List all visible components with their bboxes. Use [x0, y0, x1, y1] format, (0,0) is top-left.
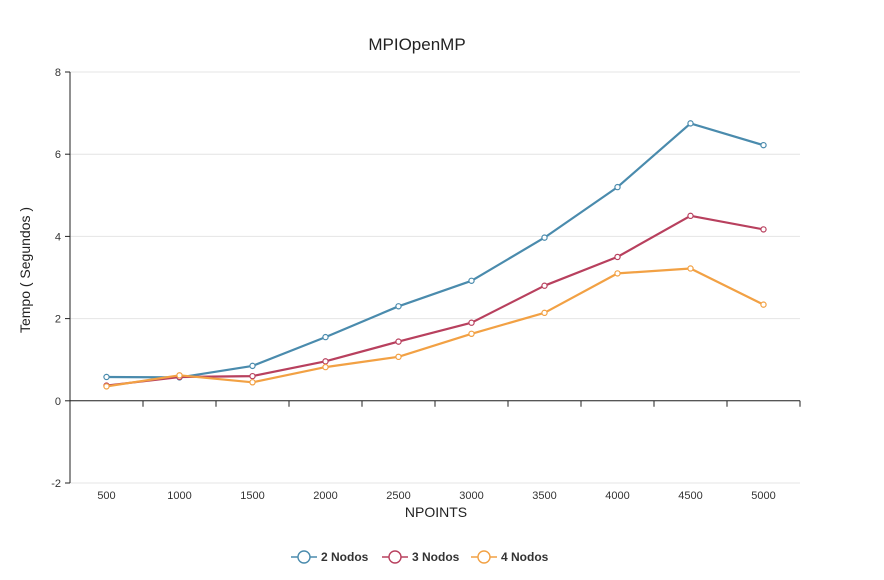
- series-3: [103, 265, 767, 390]
- data-point[interactable]: [614, 253, 621, 261]
- x-tick-label: 1500: [240, 490, 264, 502]
- legend-marker-icon: [297, 550, 311, 564]
- data-point[interactable]: [322, 363, 329, 371]
- axes: -2 0 2 4 6 8 500 1000 1500 2000 2500 3000 3500 4000 45…: [51, 67, 801, 502]
- x-tick-label: 4500: [678, 490, 702, 502]
- data-point[interactable]: [687, 265, 694, 272]
- y-tick-label: 8: [55, 67, 61, 79]
- series-line: [106, 214, 764, 387]
- y-tick-label: 6: [55, 149, 61, 161]
- data-point[interactable]: [322, 358, 329, 365]
- series-2: [103, 212, 767, 389]
- data-point[interactable]: [395, 303, 402, 310]
- legend-item[interactable]: 4 Nodos: [471, 550, 549, 564]
- y-tick-label: -2: [51, 478, 61, 490]
- series-1: [103, 120, 767, 381]
- data-point[interactable]: [760, 141, 767, 149]
- data-point[interactable]: [541, 234, 548, 241]
- x-tick-label: 2500: [386, 490, 410, 502]
- data-point[interactable]: [395, 338, 402, 345]
- chart-title: MPIOpenMP: [368, 35, 465, 54]
- x-axis-label: NPOINTS: [405, 504, 467, 520]
- data-point[interactable]: [614, 183, 621, 191]
- data-point[interactable]: [468, 330, 475, 338]
- x-tick-label: 2000: [313, 490, 337, 502]
- y-tick-label: 2: [55, 314, 61, 326]
- y-tick-label: 4: [55, 231, 61, 243]
- data-point[interactable]: [468, 277, 475, 284]
- data-point[interactable]: [614, 270, 621, 277]
- legend-marker-icon: [388, 550, 402, 564]
- data-point[interactable]: [249, 379, 256, 386]
- series-group: [103, 120, 767, 390]
- legend-marker-icon: [477, 550, 491, 564]
- data-point[interactable]: [249, 362, 256, 370]
- data-point[interactable]: [541, 282, 548, 289]
- x-tick-label: 5000: [751, 490, 775, 502]
- data-point[interactable]: [249, 372, 256, 380]
- legend-label: 3 Nodos: [412, 550, 460, 564]
- y-tick-label: 0: [55, 396, 61, 408]
- y-axis-label: Tempo ( Segundos ): [17, 207, 33, 333]
- legend-label: 4 Nodos: [501, 550, 549, 564]
- data-point[interactable]: [103, 383, 110, 390]
- data-point[interactable]: [322, 333, 329, 341]
- data-point[interactable]: [541, 309, 548, 317]
- data-point[interactable]: [103, 373, 110, 381]
- legend-item[interactable]: 3 Nodos: [382, 550, 460, 564]
- legend[interactable]: 2 Nodos 3 Nodos 4 Nodos: [291, 550, 549, 564]
- data-point[interactable]: [468, 319, 475, 326]
- legend-item[interactable]: 2 Nodos: [291, 550, 369, 564]
- grid-lines: [70, 71, 800, 484]
- x-tick-label: 3500: [532, 490, 556, 502]
- data-point[interactable]: [176, 372, 183, 379]
- x-tick-label: 4000: [605, 490, 629, 502]
- x-tick-label: 3000: [459, 490, 483, 502]
- data-point[interactable]: [395, 353, 402, 361]
- x-tick-label: 500: [97, 490, 115, 502]
- data-point[interactable]: [687, 120, 694, 127]
- data-point[interactable]: [687, 212, 694, 220]
- x-tick-label: 1000: [167, 490, 191, 502]
- series-line: [106, 122, 764, 379]
- data-point[interactable]: [760, 226, 767, 233]
- data-point[interactable]: [760, 301, 767, 308]
- legend-label: 2 Nodos: [321, 550, 369, 564]
- series-line: [106, 267, 764, 388]
